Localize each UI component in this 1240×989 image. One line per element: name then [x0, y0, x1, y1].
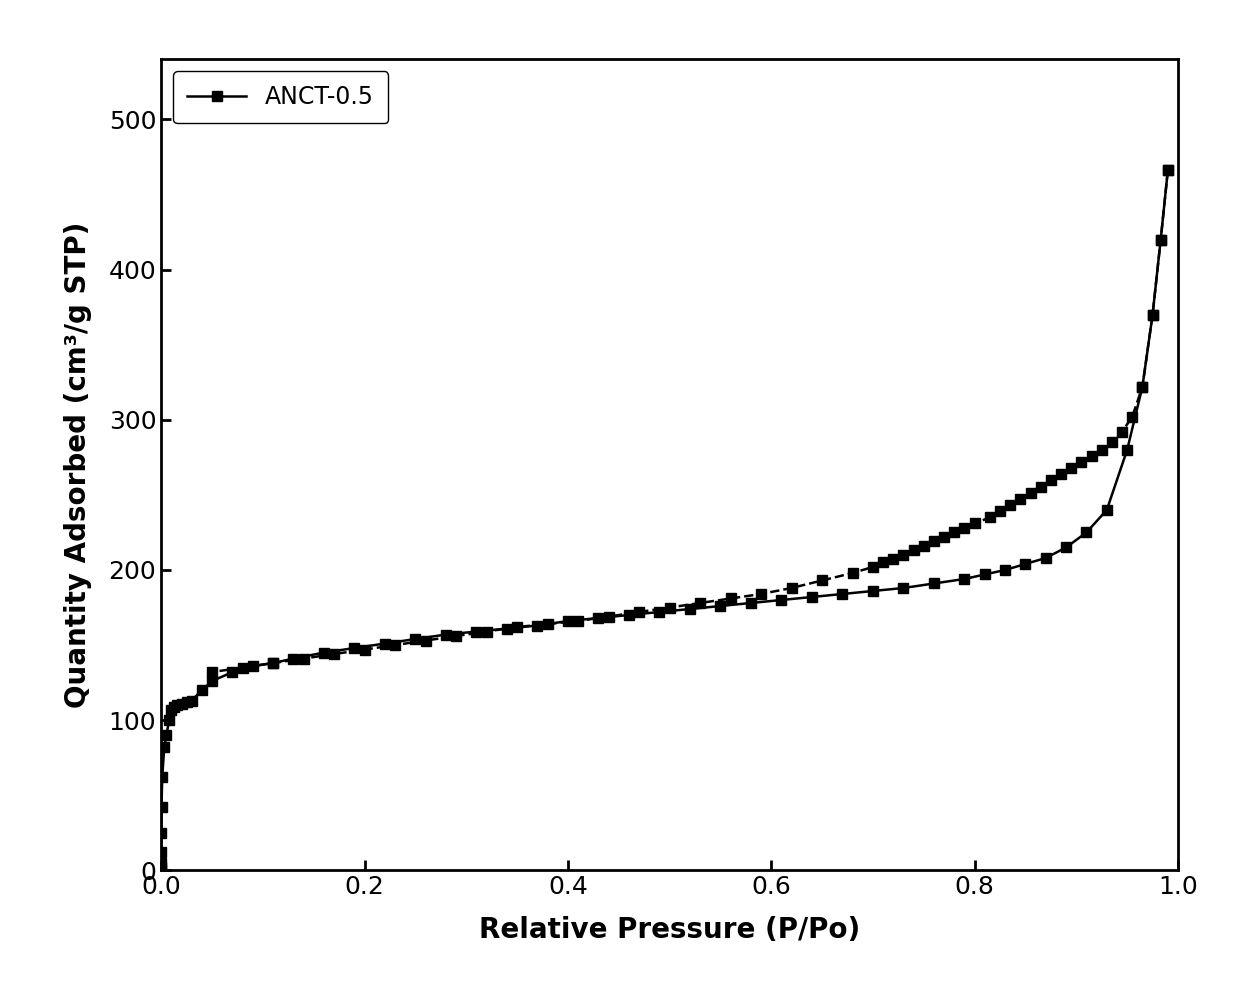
Legend: ANCT-0.5: ANCT-0.5 [174, 71, 388, 124]
X-axis label: Relative Pressure (P/Po): Relative Pressure (P/Po) [479, 916, 861, 944]
Y-axis label: Quantity Adsorbed (cm³/g STP): Quantity Adsorbed (cm³/g STP) [64, 222, 92, 708]
